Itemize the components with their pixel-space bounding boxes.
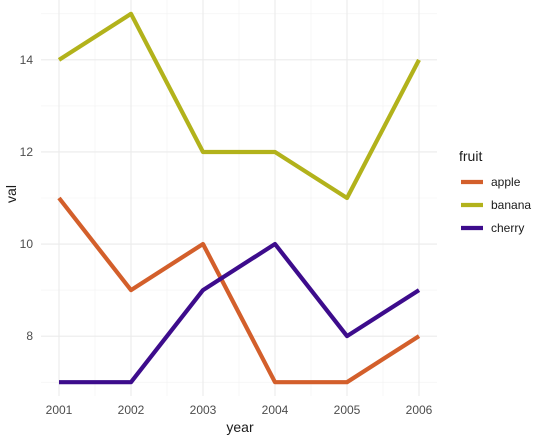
series-lines (57, 11, 421, 385)
x-tick-label: 2001 (46, 403, 73, 417)
legend-label-banana: banana (491, 198, 531, 212)
x-axis-title: year (226, 419, 254, 435)
x-tick-label: 2006 (406, 403, 433, 417)
y-tick-label: 8 (26, 329, 33, 343)
y-tick-label: 12 (20, 145, 34, 159)
series-line-banana (57, 11, 421, 201)
grid (41, 0, 437, 396)
x-tick-label: 2004 (262, 403, 289, 417)
legend-title: fruit (459, 148, 482, 164)
x-tick-label: 2003 (190, 403, 217, 417)
y-axis-title: val (3, 185, 19, 203)
y-tick-label: 10 (20, 237, 34, 251)
legend-label-apple: apple (491, 175, 521, 189)
x-axis-ticks: 2001 2002 2003 2004 2005 2006 (46, 403, 433, 417)
x-tick-label: 2002 (118, 403, 145, 417)
y-axis-ticks: 8 10 12 14 (20, 53, 34, 343)
legend: apple banana cherry (461, 175, 531, 235)
legend-label-cherry: cherry (491, 221, 524, 235)
x-tick-label: 2005 (334, 403, 361, 417)
series-line-apple (57, 196, 421, 385)
series-line-cherry (59, 241, 421, 385)
y-tick-label: 14 (20, 53, 34, 67)
